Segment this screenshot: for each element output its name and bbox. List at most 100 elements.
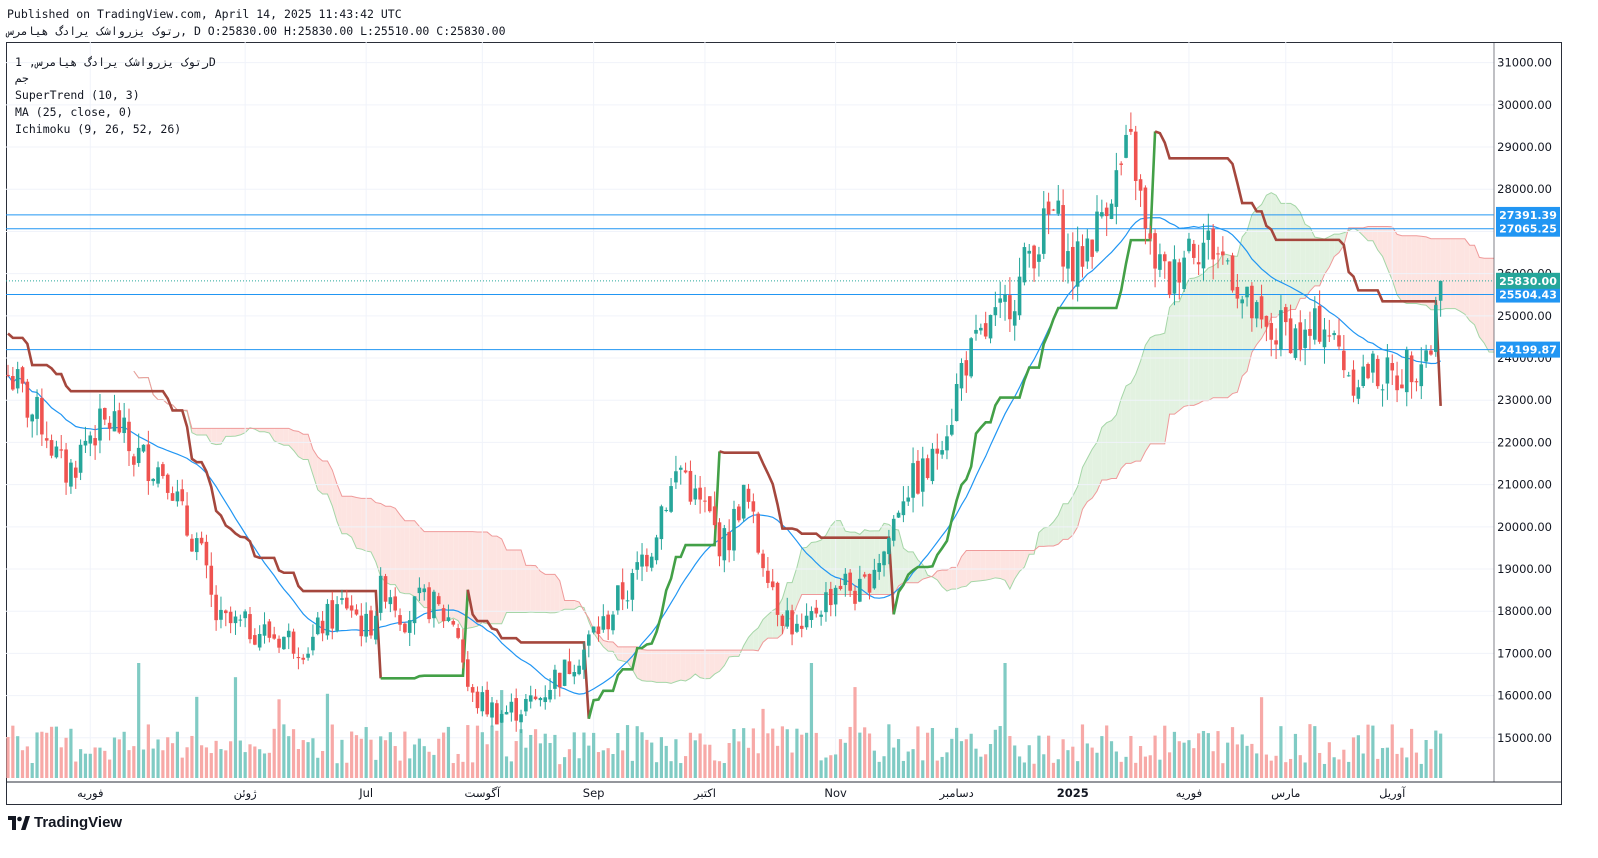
candle-body xyxy=(407,620,412,633)
candle-body xyxy=(1434,305,1438,352)
kumo-segment xyxy=(1159,333,1165,444)
candle-body xyxy=(1129,128,1133,132)
volume-bar xyxy=(1080,724,1085,778)
supertrend-line xyxy=(892,131,1157,615)
candle-body xyxy=(15,369,20,389)
candle-body xyxy=(790,610,794,635)
kumo-segment xyxy=(230,428,236,437)
candle-body xyxy=(911,463,915,498)
volume-bar xyxy=(1047,735,1051,778)
candle-body xyxy=(495,703,499,725)
volume-bar xyxy=(504,756,509,778)
candle-body xyxy=(456,628,460,638)
volume-bar xyxy=(69,728,73,778)
volume-bar xyxy=(364,727,368,778)
candle-body xyxy=(1162,254,1167,262)
candle-body xyxy=(93,438,97,446)
volume-bar xyxy=(1230,727,1235,778)
volume-bar xyxy=(679,763,683,778)
candle-body xyxy=(891,518,896,541)
volume-bar xyxy=(524,747,528,778)
kumo-segment xyxy=(937,570,943,587)
candle-body xyxy=(1167,261,1172,295)
volume-bar xyxy=(659,737,663,778)
volume-bar xyxy=(1134,762,1138,778)
volume-bar xyxy=(166,737,170,778)
volume-bar xyxy=(1037,735,1041,778)
kumo-segment xyxy=(1464,238,1470,321)
kumo-segment xyxy=(1416,235,1422,305)
volume-bar xyxy=(146,724,150,778)
price-line-label: 27065.25 xyxy=(1499,223,1557,236)
candle-body xyxy=(1032,245,1036,269)
candle-body xyxy=(1366,363,1370,379)
volume-bar xyxy=(1313,726,1317,778)
kumo-segment xyxy=(1455,238,1460,312)
kumo-segment xyxy=(613,641,618,660)
volume-bar xyxy=(480,732,484,778)
volume-bar xyxy=(674,739,678,778)
volume-bar xyxy=(882,756,886,778)
volume-bar xyxy=(277,699,281,778)
candle-body xyxy=(238,619,243,621)
volume-bar xyxy=(471,762,475,778)
volume-bar xyxy=(645,739,649,778)
candle-body xyxy=(35,396,39,419)
candle-body xyxy=(1332,333,1336,336)
x-tick-label: 2025 xyxy=(1057,786,1089,800)
kumo-segment xyxy=(942,570,947,592)
y-tick-label: 28000.00 xyxy=(1497,182,1552,196)
volume-bar xyxy=(1211,751,1215,778)
volume-bar xyxy=(369,739,373,778)
candle-body xyxy=(761,553,765,569)
candle-body xyxy=(1187,238,1191,252)
volume-bar xyxy=(838,739,843,778)
kumo-segment xyxy=(279,428,284,446)
kumo-segment xyxy=(225,428,231,437)
candle-body xyxy=(480,692,485,712)
volume-bar xyxy=(214,740,218,778)
volume-bar xyxy=(190,735,194,778)
volume-bar xyxy=(316,757,320,778)
last-price-label: 25830.00 xyxy=(1499,275,1557,288)
kumo-segment xyxy=(608,641,613,652)
legend-ichimoku[interactable]: Ichimoku (9, 26, 52, 26) xyxy=(15,122,182,136)
candle-body xyxy=(364,613,368,637)
volume-bar xyxy=(896,739,901,778)
candle-body xyxy=(1216,253,1220,255)
volume-bar xyxy=(1066,750,1070,778)
volume-bar xyxy=(161,750,165,778)
volume-bar xyxy=(834,754,838,778)
volume-bar xyxy=(25,746,29,778)
candle-body xyxy=(1254,302,1259,319)
candle-body xyxy=(228,611,233,624)
volume-bar xyxy=(1071,746,1075,778)
x-tick-label: مارس xyxy=(1271,786,1300,801)
candle-body xyxy=(291,631,296,654)
price-line-badge xyxy=(1496,286,1560,303)
candle-body xyxy=(896,512,901,518)
candle-body xyxy=(630,573,635,600)
kumo-segment xyxy=(545,574,551,613)
volume-bar xyxy=(1177,741,1181,778)
candle-body xyxy=(1056,200,1061,214)
kumo-segment xyxy=(758,619,764,651)
kumo-segment xyxy=(1237,236,1243,393)
kumo-segment xyxy=(400,514,405,594)
candle-body xyxy=(698,487,702,500)
volume-bar xyxy=(950,738,954,778)
legend-ma[interactable]: MA (25, close, 0) xyxy=(15,105,133,119)
candle-body xyxy=(688,470,693,502)
volume-bar xyxy=(446,726,451,778)
candle-body xyxy=(490,702,494,718)
volume-bar xyxy=(79,749,83,778)
tradingview-logo: TradingView xyxy=(8,814,122,831)
price-chart[interactable]: 15000.00 16000.00 17000.00 18000.00 19000.00… xyxy=(6,42,1562,805)
volume-bar xyxy=(1337,759,1341,778)
legend-supertrend[interactable]: SuperTrend (10, 3) xyxy=(15,88,140,102)
candle-body xyxy=(848,572,852,591)
volume-bar xyxy=(829,755,833,778)
volume-bar xyxy=(233,677,238,778)
kumo-segment xyxy=(1489,258,1494,353)
volume-bar xyxy=(248,744,252,778)
